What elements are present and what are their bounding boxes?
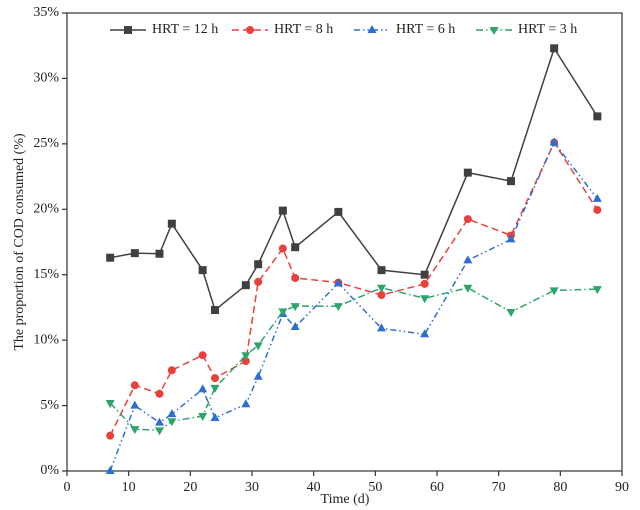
marker: [290, 322, 300, 331]
marker: [592, 193, 602, 202]
y-tick-label: 10%: [33, 332, 59, 347]
marker: [105, 466, 115, 474]
marker: [278, 244, 287, 253]
marker: [198, 266, 207, 275]
marker: [130, 381, 139, 390]
marker: [105, 399, 115, 408]
marker: [290, 303, 300, 312]
marker: [507, 177, 515, 186]
marker: [367, 25, 377, 33]
marker: [463, 284, 473, 293]
marker: [253, 342, 263, 351]
marker: [254, 260, 263, 269]
x-tick-label: 80: [553, 480, 567, 495]
marker: [246, 26, 254, 34]
marker: [549, 287, 559, 296]
marker: [155, 249, 164, 258]
marker: [124, 26, 132, 34]
marker: [241, 357, 250, 366]
x-tick-label: 60: [430, 480, 444, 495]
marker: [198, 351, 207, 360]
marker: [241, 281, 250, 290]
legend-label: HRT = 6 h: [396, 22, 455, 37]
y-tick-label: 25%: [33, 136, 59, 151]
marker: [420, 270, 429, 279]
y-tick-label: 15%: [33, 267, 59, 282]
y-tick-label: 5%: [40, 398, 59, 413]
marker: [130, 400, 140, 409]
marker: [198, 384, 208, 393]
marker: [463, 215, 472, 224]
marker: [420, 279, 429, 288]
marker: [167, 366, 176, 375]
marker: [241, 399, 251, 408]
y-tick-label: 20%: [33, 202, 59, 217]
y-tick-label: 35%: [33, 5, 59, 20]
marker: [592, 286, 602, 295]
marker: [210, 384, 220, 393]
x-tick-label: 30: [245, 480, 259, 495]
marker: [420, 295, 430, 304]
marker: [333, 303, 343, 312]
legend-label: HRT = 8 h: [274, 22, 333, 37]
marker: [463, 168, 472, 177]
marker: [167, 418, 177, 427]
marker: [291, 243, 300, 252]
x-tick-label: 20: [183, 480, 197, 495]
plot-frame: [66, 12, 623, 472]
marker: [489, 27, 499, 35]
marker: [198, 413, 208, 422]
marker: [167, 409, 177, 418]
marker: [506, 234, 516, 243]
legend-label: HRT = 3 h: [518, 22, 577, 37]
series-line: [109, 141, 598, 472]
x-tick-label: 70: [492, 480, 506, 495]
marker: [377, 290, 386, 299]
series-line: [109, 287, 598, 432]
series-line: [109, 140, 598, 436]
marker: [211, 374, 219, 383]
marker: [106, 253, 115, 262]
marker: [130, 249, 139, 258]
marker: [550, 44, 559, 53]
y-tick-label: 30%: [33, 71, 59, 86]
marker: [593, 205, 602, 214]
y-tick-label: 0%: [40, 463, 59, 478]
marker: [278, 206, 287, 215]
marker: [155, 389, 164, 398]
marker: [593, 112, 602, 121]
marker: [155, 427, 164, 436]
marker: [130, 426, 140, 435]
x-tick-label: 0: [64, 480, 71, 495]
marker: [211, 306, 219, 315]
marker: [506, 309, 516, 318]
x-axis-label: Time (d): [321, 492, 370, 507]
marker: [241, 352, 251, 361]
x-tick-label: 90: [615, 480, 629, 495]
marker: [334, 207, 343, 216]
legend-label: HRT = 12 h: [152, 22, 218, 37]
marker: [254, 277, 263, 286]
marker: [291, 273, 300, 282]
y-axis-label: The proportion of COD consumed (%): [12, 133, 27, 351]
series-line: [110, 46, 598, 312]
marker: [377, 323, 386, 332]
marker: [167, 219, 176, 228]
marker: [253, 371, 263, 380]
x-tick-label: 40: [307, 480, 321, 495]
marker: [377, 266, 386, 275]
x-tick-label: 50: [368, 480, 382, 495]
marker: [333, 278, 343, 287]
marker: [106, 431, 115, 440]
x-tick-label: 10: [122, 480, 136, 495]
marker: [278, 308, 288, 317]
marker: [377, 284, 386, 293]
marker: [463, 255, 473, 264]
marker: [155, 417, 164, 426]
marker: [420, 329, 430, 338]
marker: [210, 413, 220, 422]
marker: [549, 137, 559, 146]
